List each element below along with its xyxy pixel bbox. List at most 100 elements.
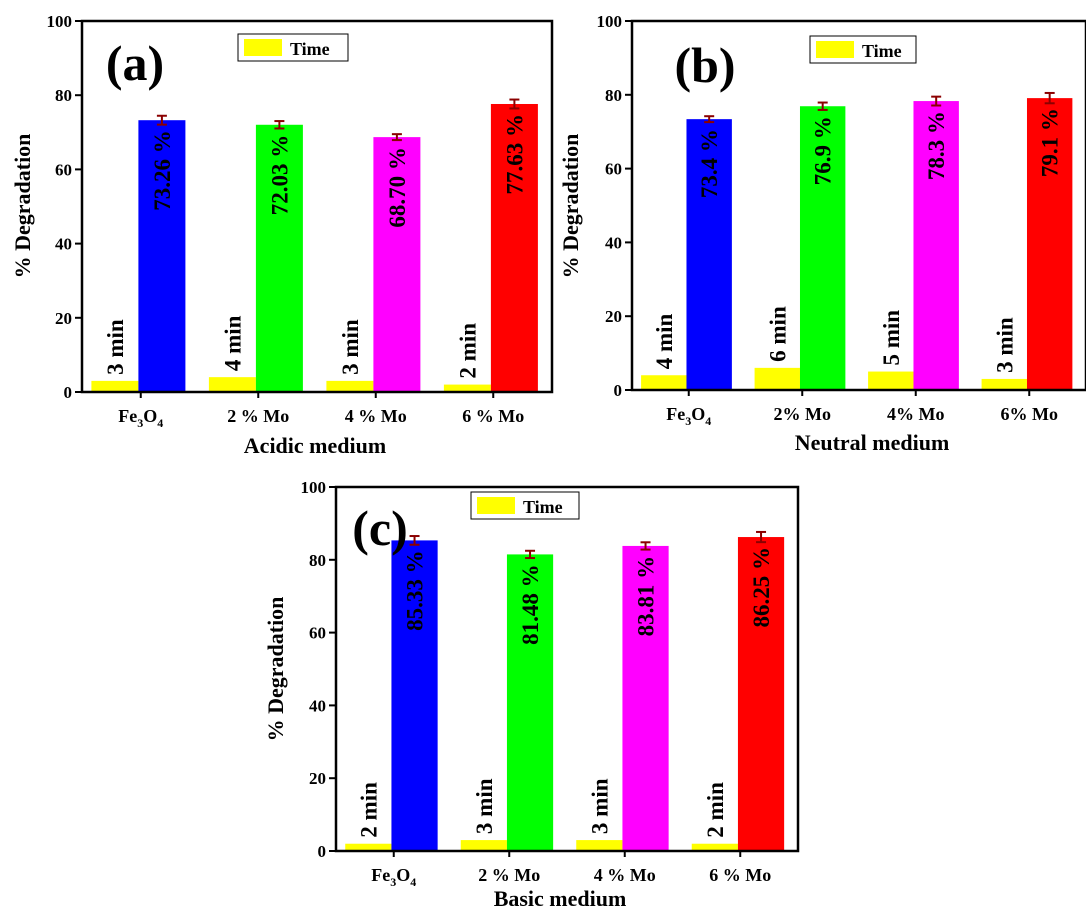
degradation-bar bbox=[737, 537, 785, 851]
y-tick-label: 60 bbox=[605, 160, 622, 179]
degradation-bar bbox=[490, 103, 538, 392]
degradation-value-label: 73.26 % bbox=[150, 130, 175, 211]
degradation-bar bbox=[1026, 98, 1073, 390]
degradation-bar bbox=[255, 124, 303, 392]
x-axis-title: Acidic medium bbox=[244, 433, 386, 458]
time-bar-label: 4 min bbox=[220, 315, 245, 371]
degradation-value-label: 85.33 % bbox=[403, 550, 428, 631]
degradation-value-label: 81.48 % bbox=[518, 564, 543, 645]
time-bar bbox=[443, 384, 491, 392]
degradation-bar bbox=[373, 137, 421, 392]
x-tick-label: 2 % Mo bbox=[227, 406, 289, 426]
plot-frame bbox=[630, 19, 1086, 392]
chart-panel-2: 4 min 73.4 % Fe3O4 6 min 76.9 % 2% Mo 5 min 78.… bbox=[558, 12, 1086, 455]
y-tick-label: 0 bbox=[614, 381, 623, 400]
x-tick-label: Fe3O4 bbox=[666, 404, 711, 428]
x-tick-label: Fe3O4 bbox=[371, 865, 416, 889]
y-tick-label: 40 bbox=[605, 233, 622, 252]
degradation-bar bbox=[913, 101, 959, 390]
plot-frame bbox=[80, 19, 554, 394]
degradation-value-label: 79.1 % bbox=[1038, 108, 1063, 177]
y-tick-label: 80 bbox=[55, 86, 72, 105]
chart-panel-3: 2 min 85.33 % Fe3O4 3 min 81.48 % 2 % Mo 3 min… bbox=[263, 478, 800, 911]
degradation-bar bbox=[506, 554, 554, 851]
degradation-value-label: 73.4 % bbox=[697, 129, 722, 198]
time-bar-label: 3 min bbox=[103, 319, 128, 375]
degradation-value-label: 72.03 % bbox=[267, 135, 292, 216]
time-bar bbox=[91, 380, 139, 392]
y-tick-label: 20 bbox=[605, 307, 622, 326]
degradation-value-label: 68.70 % bbox=[385, 147, 410, 228]
y-tick-label: 0 bbox=[64, 383, 73, 402]
x-tick-label: 2 % Mo bbox=[478, 865, 540, 885]
time-bar-label: 3 min bbox=[992, 317, 1017, 373]
degradation-bar bbox=[799, 106, 846, 390]
legend-label: Time bbox=[523, 497, 563, 517]
time-bar-label: 6 min bbox=[765, 306, 790, 362]
time-bar bbox=[754, 367, 800, 390]
y-tick-label: 20 bbox=[309, 769, 326, 788]
time-bar bbox=[641, 375, 687, 390]
y-tick-label: 40 bbox=[55, 235, 72, 254]
degradation-value-label: 78.3 % bbox=[924, 111, 949, 180]
degradation-value-label: 83.81 % bbox=[634, 556, 659, 637]
time-bar bbox=[868, 371, 914, 390]
panel-label: (b) bbox=[674, 37, 735, 93]
time-bar bbox=[208, 377, 256, 392]
y-tick-label: 40 bbox=[309, 696, 326, 715]
y-axis-title: % Degradation bbox=[263, 597, 288, 742]
y-axis-title: % Degradation bbox=[10, 134, 35, 279]
x-tick-label: 6 % Mo bbox=[709, 865, 771, 885]
time-bar-label: 5 min bbox=[879, 310, 904, 366]
legend-swatch bbox=[816, 41, 854, 58]
y-tick-label: 80 bbox=[605, 86, 622, 105]
x-tick-label: 4% Mo bbox=[887, 404, 945, 424]
y-tick-label: 60 bbox=[55, 160, 72, 179]
x-tick-label: Fe3O4 bbox=[118, 406, 163, 430]
legend-swatch bbox=[244, 39, 282, 56]
time-bar bbox=[460, 840, 507, 851]
x-tick-label: 4 % Mo bbox=[345, 406, 407, 426]
panel-label: (a) bbox=[106, 35, 164, 91]
legend-label: Time bbox=[290, 39, 330, 59]
y-tick-label: 100 bbox=[301, 478, 327, 497]
degradation-value-label: 86.25 % bbox=[749, 547, 774, 628]
x-axis-title: Basic medium bbox=[494, 886, 627, 911]
time-bar-label: 3 min bbox=[472, 778, 497, 834]
y-tick-label: 100 bbox=[597, 12, 623, 31]
chart-panel-1: 3 min 73.26 % Fe3O4 4 min 72.03 % 2 % Mo 3 min… bbox=[10, 12, 554, 458]
time-bar bbox=[576, 840, 623, 851]
x-tick-label: 6 % Mo bbox=[462, 406, 524, 426]
time-bar-label: 2 min bbox=[703, 782, 728, 838]
y-axis-title: % Degradation bbox=[558, 134, 583, 279]
time-bar-label: 2 min bbox=[455, 323, 480, 379]
degradation-bar bbox=[138, 120, 186, 393]
time-bar bbox=[691, 843, 738, 851]
y-tick-label: 60 bbox=[309, 624, 326, 643]
legend-swatch bbox=[477, 497, 515, 514]
time-bar-label: 2 min bbox=[356, 782, 381, 838]
y-tick-label: 100 bbox=[47, 12, 73, 31]
y-tick-label: 0 bbox=[318, 842, 327, 861]
time-bar bbox=[345, 843, 392, 851]
time-bar-label: 3 min bbox=[338, 319, 363, 375]
time-bar-label: 4 min bbox=[652, 313, 677, 369]
x-tick-label: 6% Mo bbox=[1001, 404, 1059, 424]
degradation-bar bbox=[391, 540, 438, 851]
y-tick-label: 20 bbox=[55, 309, 72, 328]
plot-frame bbox=[334, 485, 800, 853]
legend-label: Time bbox=[862, 41, 902, 61]
degradation-bar bbox=[686, 119, 732, 391]
panel-label: (c) bbox=[352, 500, 408, 556]
x-tick-label: 2% Mo bbox=[774, 404, 832, 424]
degradation-value-label: 77.63 % bbox=[502, 114, 527, 195]
time-bar bbox=[326, 380, 374, 392]
degradation-value-label: 76.9 % bbox=[811, 116, 836, 185]
time-bar-label: 3 min bbox=[587, 778, 612, 834]
degradation-bar bbox=[622, 545, 669, 851]
time-bar bbox=[981, 378, 1027, 390]
x-tick-label: 4 % Mo bbox=[594, 865, 656, 885]
y-tick-label: 80 bbox=[309, 551, 326, 570]
x-axis-title: Neutral medium bbox=[795, 430, 950, 455]
